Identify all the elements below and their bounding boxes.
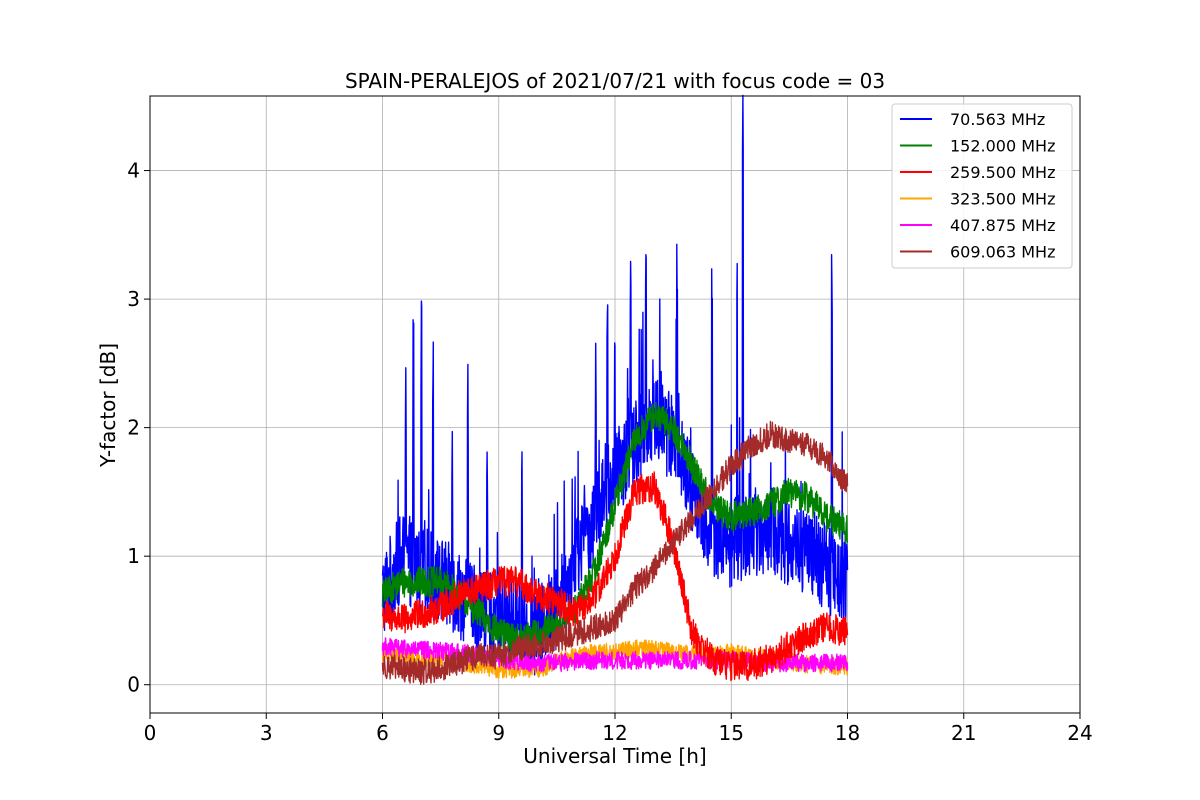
x-tick-label: 24 (1067, 721, 1092, 745)
x-axis-label: Universal Time [h] (523, 744, 706, 768)
y-tick-label: 0 (127, 673, 140, 697)
legend-label: 259.500 MHz (950, 163, 1055, 182)
y-tick-label: 3 (127, 287, 140, 311)
y-axis-ticks: 0 1 2 3 4 (127, 159, 150, 697)
legend-label: 152.000 MHz (950, 137, 1055, 156)
series-layer (381, 94, 849, 685)
x-tick-label: 15 (719, 721, 744, 745)
x-tick-label: 0 (144, 721, 157, 745)
x-tick-label: 21 (951, 721, 976, 745)
legend-box (891, 103, 1073, 269)
series-line (381, 471, 849, 682)
x-tick-label: 9 (492, 721, 505, 745)
x-tick-label: 12 (602, 721, 627, 745)
x-tick-label: 18 (835, 721, 860, 745)
legend-label: 70.563 MHz (950, 110, 1045, 129)
legend-label: 323.500 MHz (950, 190, 1055, 209)
y-tick-label: 4 (127, 159, 140, 183)
legend-label: 609.063 MHz (950, 243, 1055, 262)
legend: 70.563 MHz 152.000 MHz 259.500 MHz 323.500 … (891, 103, 1073, 269)
x-axis-ticks: 0 3 6 9 12 15 18 21 24 (144, 713, 1093, 745)
legend-label: 407.875 MHz (950, 216, 1055, 235)
x-tick-label: 3 (260, 721, 273, 745)
y-axis-label: Y-factor [dB] (96, 343, 120, 468)
y-tick-label: 2 (127, 416, 140, 440)
x-tick-label: 6 (376, 721, 389, 745)
series-line (381, 420, 849, 685)
y-tick-label: 1 (127, 544, 140, 568)
chart-title: SPAIN-PERALEJOS of 2021/07/21 with focus… (345, 69, 885, 93)
